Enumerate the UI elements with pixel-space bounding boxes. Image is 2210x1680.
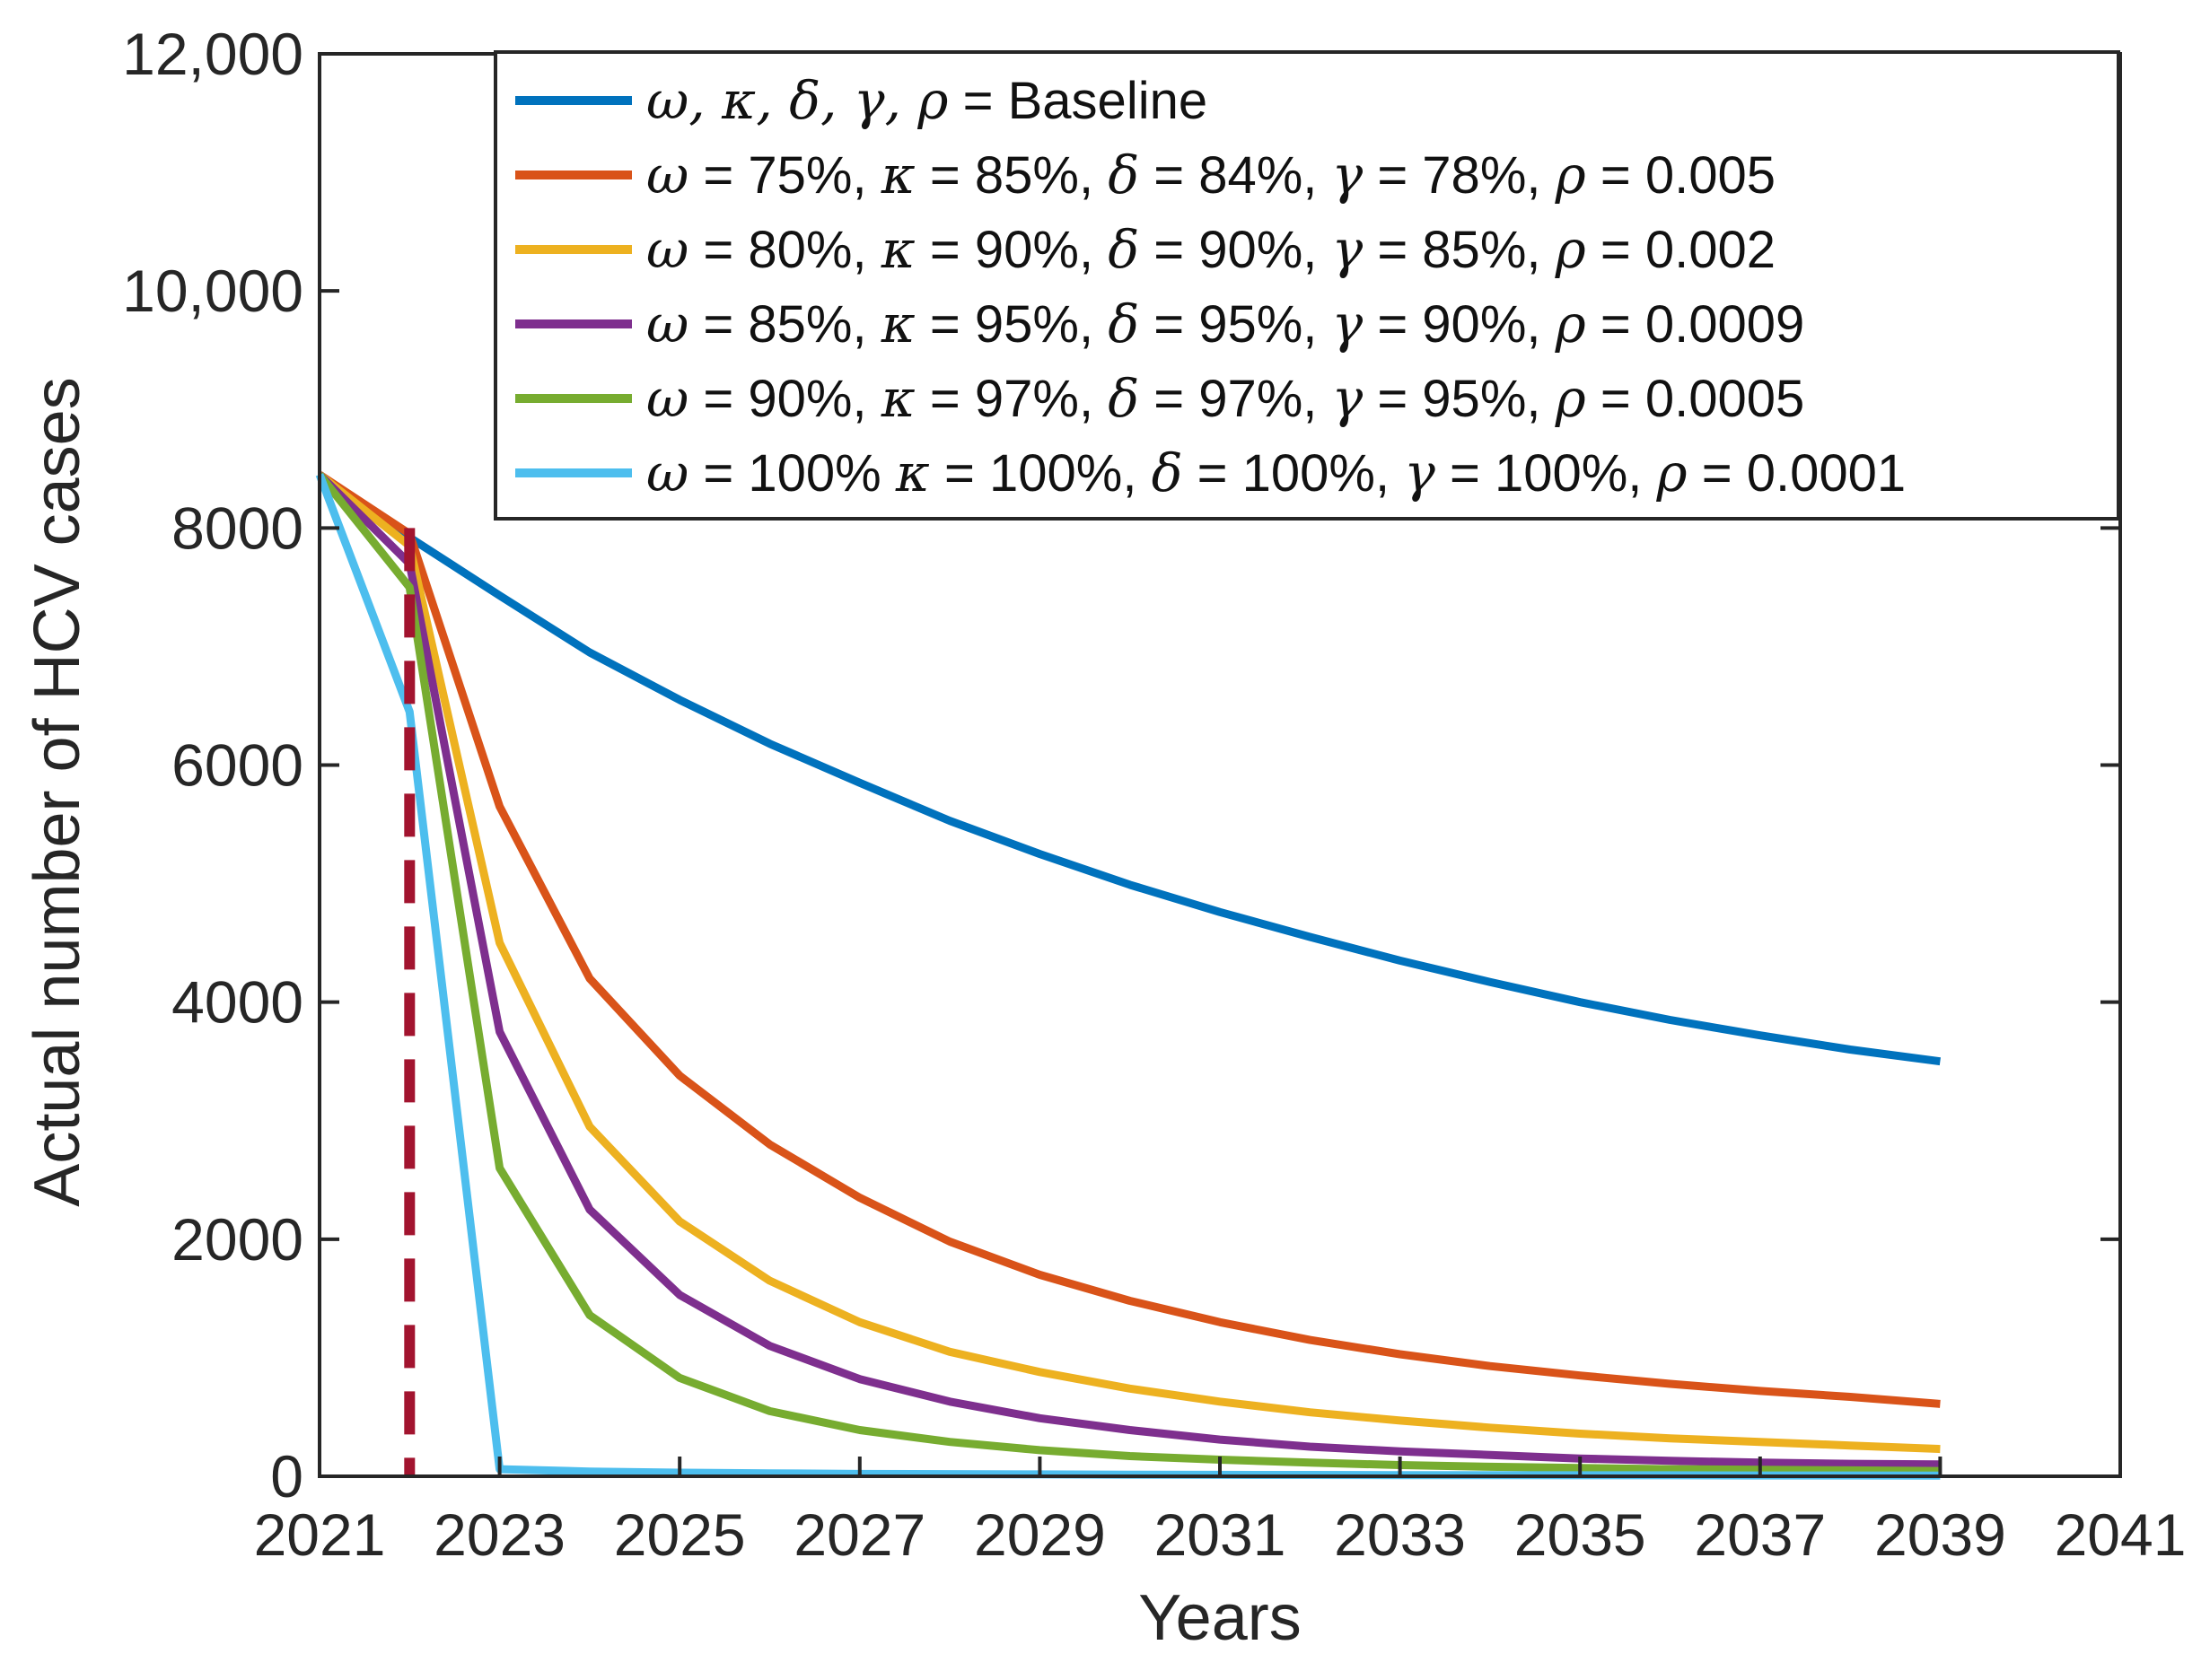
legend-label-5: ω = 90%, κ = 97%, δ = 97%, γ = 95%, ρ = … [646,368,1804,429]
x-tick-label: 2037 [1694,1501,1826,1568]
axis-titles: Years Actual number of HCV cases [22,377,1302,1654]
series-line-4 [316,471,1941,1469]
x-tick-label: 2041 [2055,1501,2187,1568]
legend: ω, κ, δ, γ, ρ = Baseline ω = 75%, κ = 85%… [494,50,2120,521]
series-line-1 [317,471,1941,1066]
y-tick-label: 2000 [171,1206,303,1273]
legend-label-4: ω = 85%, κ = 95%, δ = 95%, γ = 90%, ρ = … [646,293,1804,354]
x-tick-label: 2031 [1154,1501,1286,1568]
y-tick-label: 4000 [171,969,303,1036]
series-lines [315,471,1941,1480]
series-line-6 [315,473,1941,1480]
x-tick-label: 2033 [1334,1501,1466,1568]
y-tick-label: 12,000 [122,21,303,87]
series-line-2 [317,471,1941,1408]
legend-label-6: ω = 100% κ = 100%, δ = 100%, γ = 100%, ρ… [646,442,1906,503]
x-tick-label: 2023 [434,1501,566,1568]
y-axis-title: Actual number of HCV cases [22,377,93,1206]
x-tick-label: 2035 [1514,1501,1646,1568]
y-tick-label: 0 [270,1443,303,1509]
y-tick-label: 10,000 [122,258,303,324]
x-tick-label: 2029 [974,1501,1106,1568]
y-tick-label: 8000 [171,494,303,561]
x-tick-label: 2027 [794,1501,925,1568]
x-axis-title: Years [1138,1582,1301,1654]
series-line-3 [317,471,1941,1454]
y-tick-label: 6000 [171,732,303,799]
x-tick-label: 2039 [1874,1501,2006,1568]
legend-label-3: ω = 80%, κ = 90%, δ = 90%, γ = 85%, ρ = … [646,219,1776,280]
legend-label-1: ω, κ, δ, γ, ρ = Baseline [646,70,1207,131]
legend-label-2: ω = 75%, κ = 85%, δ = 84%, γ = 78%, ρ = … [646,144,1776,206]
legend-box [494,50,2120,521]
series-line-5 [316,472,1941,1475]
x-tick-label: 2021 [254,1501,386,1568]
x-tick-label: 2025 [614,1501,746,1568]
tick-labels: 2021 2023 2025 2027 2029 2031 2033 2035 2037 2039… [122,21,2186,1568]
